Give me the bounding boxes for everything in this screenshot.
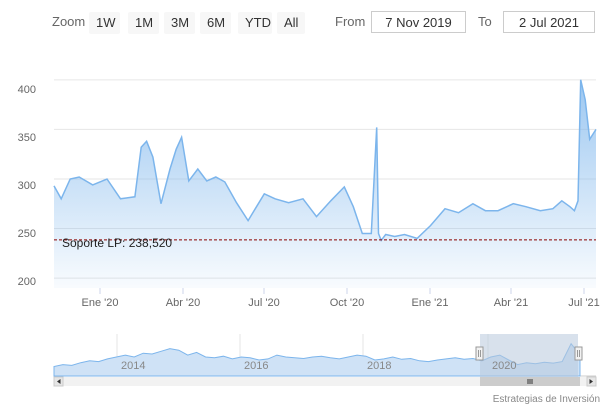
zoom-1w-button[interactable]: 1W <box>89 12 120 34</box>
to-label: To <box>478 14 492 29</box>
zoom-label: Zoom <box>52 14 86 29</box>
zoom-1m-button[interactable]: 1M <box>128 12 159 34</box>
support-line-label: Soporte LP: 238,520 <box>62 236 173 250</box>
zoom-all-button[interactable]: All <box>277 12 305 34</box>
price-area <box>54 79 596 288</box>
y-tick-label: 350 <box>17 132 36 144</box>
y-tick-label: 250 <box>17 228 36 240</box>
navigator-tick-label: 2018 <box>367 360 392 372</box>
zoom-6m-button[interactable]: 6M <box>200 12 231 34</box>
x-tick-label: Jul '21 <box>568 297 600 309</box>
x-tick-label: Ene '21 <box>411 297 449 309</box>
arrow-right-icon <box>589 379 593 384</box>
y-tick-label: 400 <box>17 84 36 96</box>
y-tick-label: 300 <box>17 180 36 192</box>
y-tick-label: 200 <box>17 276 36 288</box>
from-date-input[interactable]: 7 Nov 2019 <box>371 11 466 33</box>
navigator-selected-range[interactable] <box>480 334 578 377</box>
navigator-tick-label: 2020 <box>492 360 517 372</box>
price-line <box>53 79 597 242</box>
scrollbar-track[interactable] <box>54 377 596 386</box>
navigator-tick-label: 2014 <box>121 360 146 372</box>
navigator-tick-label: 2016 <box>244 360 269 372</box>
x-tick-label: Jul '20 <box>248 297 280 309</box>
zoom-ytd-button[interactable]: YTD <box>238 12 272 34</box>
x-tick-label: Oct '20 <box>329 297 365 309</box>
navigator-left-handle[interactable] <box>475 346 484 361</box>
from-label: From <box>335 14 366 29</box>
zoom-3m-button[interactable]: 3M <box>164 12 195 34</box>
x-tick-label: Abr '21 <box>493 297 529 309</box>
arrow-left-icon <box>57 379 61 384</box>
navigator-right-handle[interactable] <box>574 346 583 361</box>
x-tick-label: Abr '20 <box>165 297 201 309</box>
credits-link[interactable]: Estrategias de Inversión <box>492 394 600 405</box>
to-date-input[interactable]: 2 Jul 2021 <box>503 11 595 33</box>
x-tick-label: Ene '20 <box>81 297 119 309</box>
